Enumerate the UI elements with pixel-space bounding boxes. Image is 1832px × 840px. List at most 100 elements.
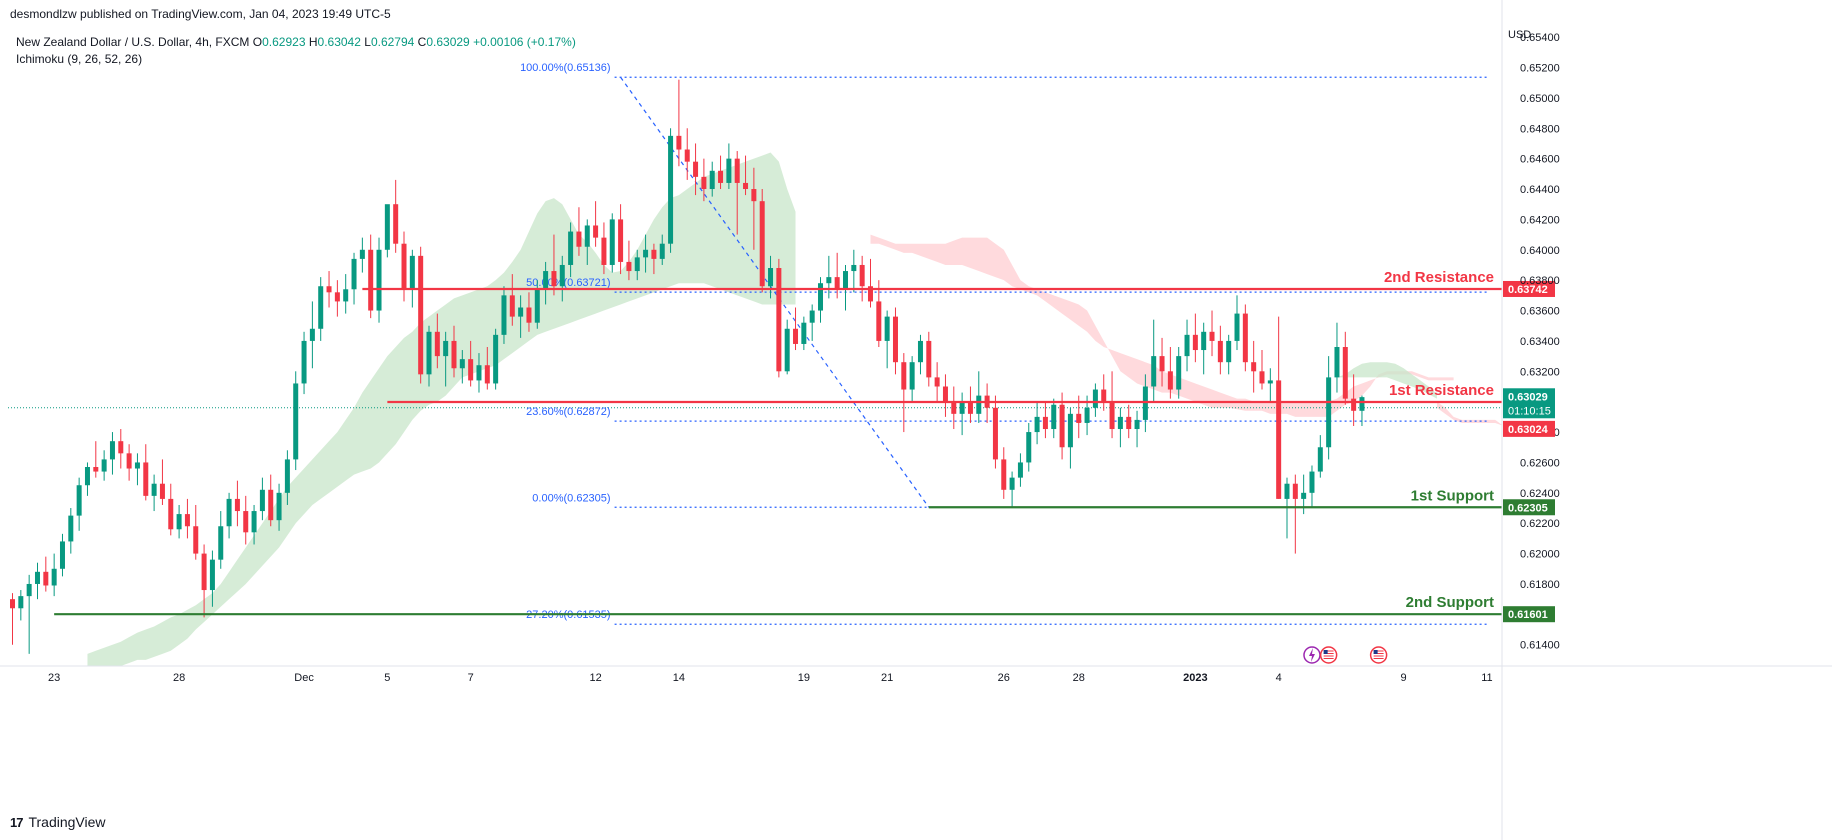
candle-body	[1226, 340, 1232, 363]
candle-body	[251, 511, 257, 533]
candle-body	[701, 176, 707, 190]
candle	[509, 274, 515, 326]
candle-body	[1126, 416, 1132, 430]
candle-body	[826, 277, 832, 284]
time-tick: 19	[798, 672, 810, 684]
candle-body	[1201, 331, 1207, 351]
candle-body	[351, 258, 357, 290]
candle-body	[917, 340, 923, 363]
candle-body	[859, 264, 865, 287]
candle-body	[59, 541, 65, 569]
candle-body	[459, 359, 465, 369]
indicator-row[interactable]: Ichimoku (9, 26, 52, 26)	[16, 52, 143, 66]
candle	[1009, 471, 1015, 509]
candle	[1017, 453, 1023, 487]
candle-body	[84, 467, 90, 486]
candle	[59, 533, 65, 577]
candle	[1342, 331, 1348, 405]
candle	[168, 483, 174, 536]
candle	[293, 371, 299, 471]
time-tick: 5	[384, 672, 390, 684]
candle-body	[901, 362, 907, 390]
candle	[301, 331, 307, 395]
candle	[734, 151, 740, 235]
1st-support-label: 1st Support	[1411, 487, 1494, 504]
candle	[143, 444, 149, 501]
candle	[259, 477, 265, 521]
candle	[543, 261, 549, 305]
candle-body	[134, 462, 140, 469]
candle	[76, 477, 82, 531]
candle	[609, 213, 615, 273]
chart-legend: New Zealand Dollar / U.S. Dollar, 4h, FX…	[16, 34, 576, 68]
time-tick: 26	[998, 672, 1010, 684]
candle	[1034, 401, 1040, 445]
1st-support-price-tag	[1503, 499, 1555, 516]
candle-body	[118, 441, 124, 454]
candle	[826, 255, 832, 299]
candle-body	[493, 334, 499, 384]
candle-body	[259, 489, 265, 512]
candle-body	[393, 204, 399, 244]
fib-level-label: 50.00%(0.63721)	[526, 277, 610, 289]
time-tick: 21	[881, 672, 893, 684]
event-marker-icon	[1303, 646, 1321, 664]
fib-trendline	[620, 76, 930, 508]
candle	[226, 492, 232, 539]
candle-body	[1292, 483, 1298, 499]
candle-body	[1184, 334, 1190, 357]
candle-body	[793, 328, 799, 344]
candle-body	[776, 268, 782, 372]
tradingview-logo[interactable]: 17 TradingView	[10, 814, 106, 830]
price-tick: 0.62600	[1520, 457, 1560, 469]
open-label: O	[252, 35, 263, 49]
candle-body	[942, 386, 948, 402]
candle	[1059, 392, 1065, 460]
candle	[84, 462, 90, 496]
candle	[676, 79, 682, 167]
candle	[476, 353, 482, 393]
candle	[1326, 356, 1332, 460]
candle	[1226, 334, 1232, 375]
candle-body	[684, 149, 690, 162]
candle	[501, 286, 507, 344]
time-axis[interactable]: 23 28 Dec 5 7 12 14 19 21 26 28 2023 4 9 11	[0, 665, 1832, 684]
candle-body	[1242, 313, 1248, 363]
2nd-resistance-price-tag	[1503, 280, 1555, 297]
price-tick: 0.62400	[1520, 488, 1560, 500]
price-tick: 0.63800	[1520, 275, 1560, 287]
price-tick: 0.64600	[1520, 154, 1560, 166]
candle	[518, 295, 524, 338]
candle	[1201, 322, 1207, 375]
candle-body	[1309, 471, 1315, 493]
price-tick: 0.63600	[1520, 306, 1560, 318]
price-tick: 0.62200	[1520, 518, 1560, 530]
candle-body	[18, 596, 24, 609]
candle-body	[967, 401, 973, 414]
candle	[151, 474, 157, 512]
fib-level-label: 23.60%(0.62872)	[526, 406, 610, 418]
candle	[1092, 383, 1098, 417]
candle	[1234, 295, 1240, 351]
symbol-title[interactable]: New Zealand Dollar / U.S. Dollar, 4h, FX…	[16, 35, 250, 49]
candle-body	[509, 295, 515, 317]
candle	[976, 371, 982, 423]
candle-body	[784, 328, 790, 372]
candle-body	[418, 255, 424, 375]
candle	[651, 243, 657, 275]
candle-body	[1034, 416, 1040, 433]
open-value: 0.62923	[262, 35, 306, 49]
bearish-cloud-2	[1436, 401, 1502, 426]
bid-price-text: 0.63024	[1508, 424, 1549, 436]
candle	[967, 386, 973, 423]
price-tick: 0.61800	[1520, 579, 1560, 591]
candle	[459, 350, 465, 384]
candle	[10, 593, 15, 645]
candle	[1359, 395, 1365, 426]
time-tick: 23	[48, 672, 60, 684]
bullish-cloud-2	[1336, 362, 1437, 399]
candle-body	[501, 295, 507, 335]
candle	[26, 574, 32, 654]
